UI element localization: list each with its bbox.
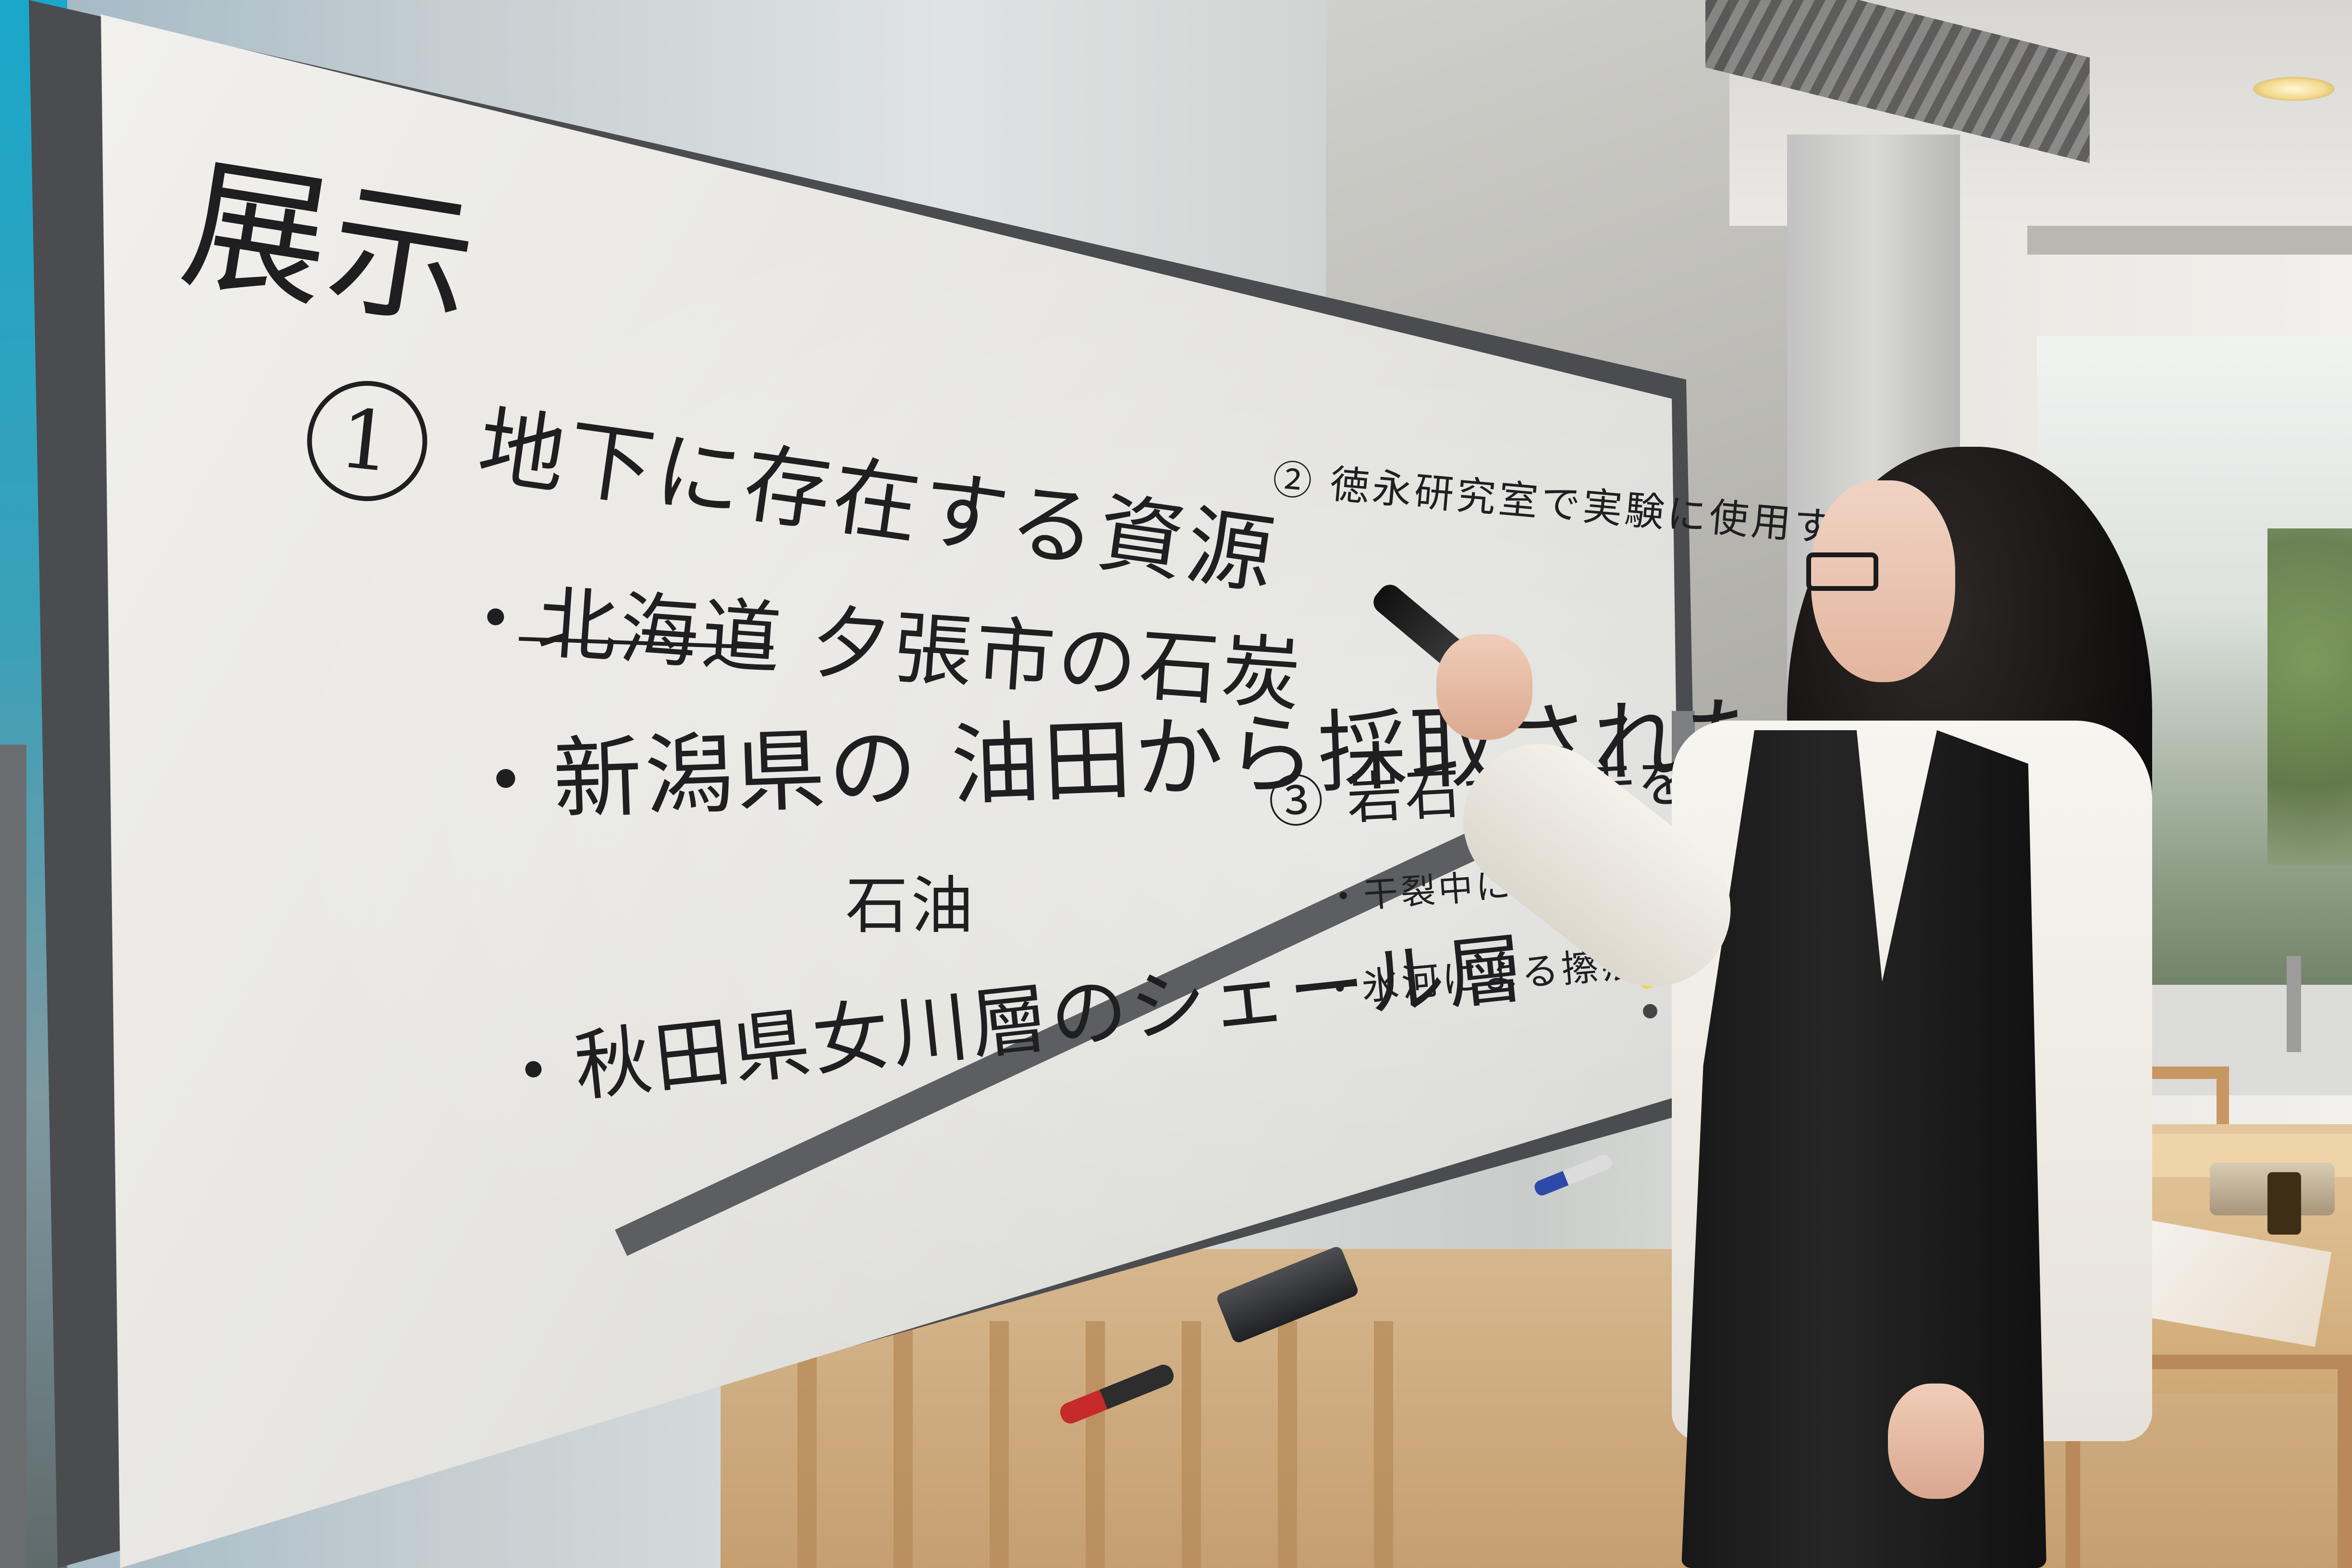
stool-legs — [721, 1321, 1441, 1568]
ceiling-light — [2253, 77, 2335, 101]
board-stand-left — [0, 745, 26, 1568]
outdoor-greenery — [2267, 528, 2352, 865]
presenter-vest — [1681, 730, 2046, 1568]
window-frame — [2027, 226, 2352, 255]
presenter-face — [1811, 480, 1955, 682]
faucet — [2287, 956, 2301, 1052]
sample-jar — [2267, 1172, 2301, 1235]
presenter-hand — [1436, 634, 1532, 740]
magnet-icon — [1643, 1004, 1657, 1018]
presenter-hand — [1888, 1384, 1984, 1499]
item-1-line-2-continued: 石油 — [845, 869, 977, 942]
glasses-icon — [1806, 552, 1878, 591]
